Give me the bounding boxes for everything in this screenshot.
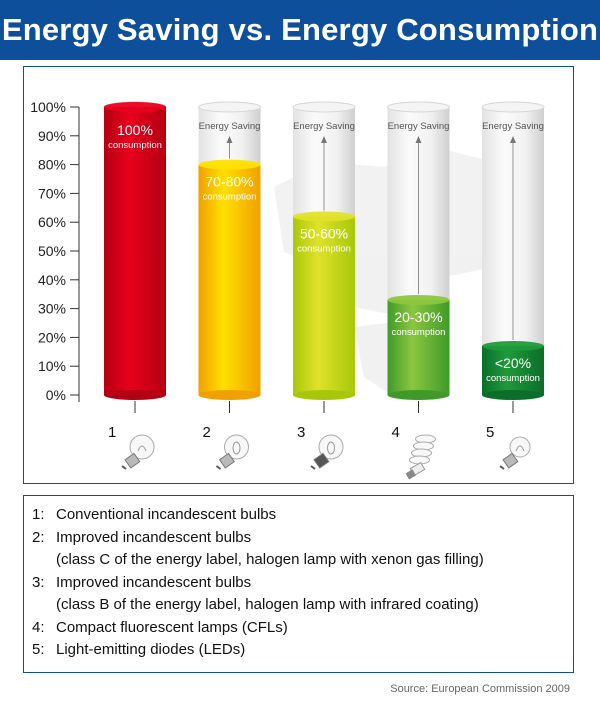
header-banner: Energy Saving vs. Energy Consumption (0, 0, 600, 60)
consumption-bar-top (293, 211, 355, 222)
bar-sub-label: consumption (486, 373, 540, 384)
consumption-bar-base (387, 390, 450, 400)
y-tick-label: 30% (38, 301, 66, 317)
legend-text: Conventional incandescent bulbs (56, 506, 277, 523)
bar-value-label: 100% (117, 122, 153, 138)
saving-tube-top (387, 101, 450, 113)
y-axis: 0% 10% 20% 30% 40% 50% 60% 70% 80% 90% 100% (30, 99, 80, 403)
legend-number: 4: (32, 618, 45, 636)
consumption-bar-base (198, 390, 261, 400)
legend-box: 1: Conventional incandescent bulbs 2: Impr… (23, 495, 574, 673)
legend-item-2: 2: Improved incandescent bulbs (32, 527, 573, 550)
bar-group-1: 100% consumption 1 (103, 101, 167, 470)
legend-text: Light-emitting diodes (LEDs) (56, 641, 246, 658)
bar-value-label: <20% (495, 355, 531, 371)
consumption-bar-top (198, 159, 261, 170)
halogen-bulb-icon (215, 434, 249, 470)
legend-item-4: 4: Compact fluorescent lamps (CFLs) (32, 617, 573, 640)
legend-number: 5: (32, 641, 45, 658)
bar-chart: 0% 10% 20% 30% 40% 50% 60% 70% 80% 90% 100% 100% con… (30, 99, 545, 480)
bar-value-label: 50-60% (300, 225, 348, 241)
consumption-bar (387, 299, 450, 395)
category-label: 5 (486, 424, 494, 441)
bar-sub-label: consumption (108, 140, 162, 151)
chart-frame: 0% 10% 20% 30% 40% 50% 60% 70% 80% 90% 100% 100% con… (23, 66, 574, 484)
energy-saving-label: Energy Saving (482, 121, 544, 132)
bar-value-label: 20-30% (394, 309, 442, 325)
consumption-bar-top (104, 102, 166, 112)
legend-number: 2: (32, 528, 45, 546)
source-note: Source: European Commission 2009 (390, 683, 570, 695)
bar-group-4: 20-30% consumption Energy Saving 4 (387, 101, 450, 480)
consumption-bar-base (104, 390, 166, 400)
legend-item-3: 3: Improved incandescent bulbs (32, 572, 573, 595)
saving-arrow-head (321, 136, 327, 143)
bar-group-5: <20% consumption Energy Saving 5 (481, 101, 545, 470)
category-label: 2 (203, 424, 211, 441)
category-label: 3 (297, 424, 305, 441)
saving-tube-top (292, 101, 356, 113)
legend-item-3-detail: (class B of the energy label, halogen la… (56, 596, 479, 613)
standard-bulb-icon (121, 434, 155, 470)
y-tick-label: 90% (38, 128, 66, 144)
bar-sub-label: consumption (297, 243, 351, 254)
saving-arrow-head (415, 136, 422, 143)
saving-arrow-head (226, 136, 233, 143)
legend-item-5: 5: Light-emitting diodes (LEDs) (32, 639, 573, 662)
saving-tube-top (481, 101, 545, 113)
consumption-bar-base (482, 390, 544, 400)
y-tick-label: 20% (38, 329, 66, 345)
legend-item-1: 1: Conventional incandescent bulbs (32, 504, 573, 527)
consumption-bar (293, 216, 355, 395)
legend-text: Improved incandescent bulbs (56, 573, 252, 591)
consumption-bar-top (482, 341, 544, 352)
bar-group-2: 70-80% consumption Energy Saving 2 (198, 101, 261, 470)
consumption-bar (198, 164, 261, 395)
y-tick-label: 40% (38, 272, 66, 288)
consumption-bar (104, 107, 166, 395)
category-label: 1 (108, 424, 116, 441)
y-tick-label: 10% (38, 358, 66, 374)
y-tick-label: 70% (38, 185, 66, 201)
bar-value-label: 70-80% (205, 174, 253, 190)
consumption-bar-top (387, 294, 450, 305)
cfl-spiral-icon (405, 434, 436, 480)
category-label: 4 (392, 424, 400, 441)
legend-text: Improved incandescent bulbs (56, 528, 252, 546)
led-bulb-icon (499, 436, 531, 470)
energy-saving-label: Energy Saving (293, 121, 355, 132)
y-tick-label: 60% (38, 214, 66, 230)
y-tick-label: 0% (46, 387, 66, 403)
legend-text: Compact fluorescent lamps (CFLs) (56, 618, 288, 636)
bar-sub-label: consumption (392, 327, 446, 338)
legend-item-2-detail: (class C of the energy label, halogen la… (56, 551, 484, 568)
bar-group-3: 50-60% consumption Energy Saving 3 (292, 101, 356, 470)
legend-number: 1: (32, 506, 45, 523)
energy-saving-label: Energy Saving (388, 121, 450, 132)
saving-arrow-head (510, 136, 516, 143)
saving-tube-top (198, 101, 261, 113)
y-tick-label: 100% (30, 99, 66, 115)
consumption-bar-base (293, 390, 355, 400)
page-title: Energy Saving vs. Energy Consumption (1, 12, 599, 47)
y-tick-label: 80% (38, 157, 66, 173)
energy-saving-label: Energy Saving (199, 121, 261, 132)
consumption-bar (482, 346, 544, 395)
infrared-halogen-bulb-icon (310, 434, 344, 470)
y-tick-label: 50% (38, 243, 66, 259)
legend-number: 3: (32, 573, 45, 591)
bar-sub-label: consumption (203, 192, 257, 203)
